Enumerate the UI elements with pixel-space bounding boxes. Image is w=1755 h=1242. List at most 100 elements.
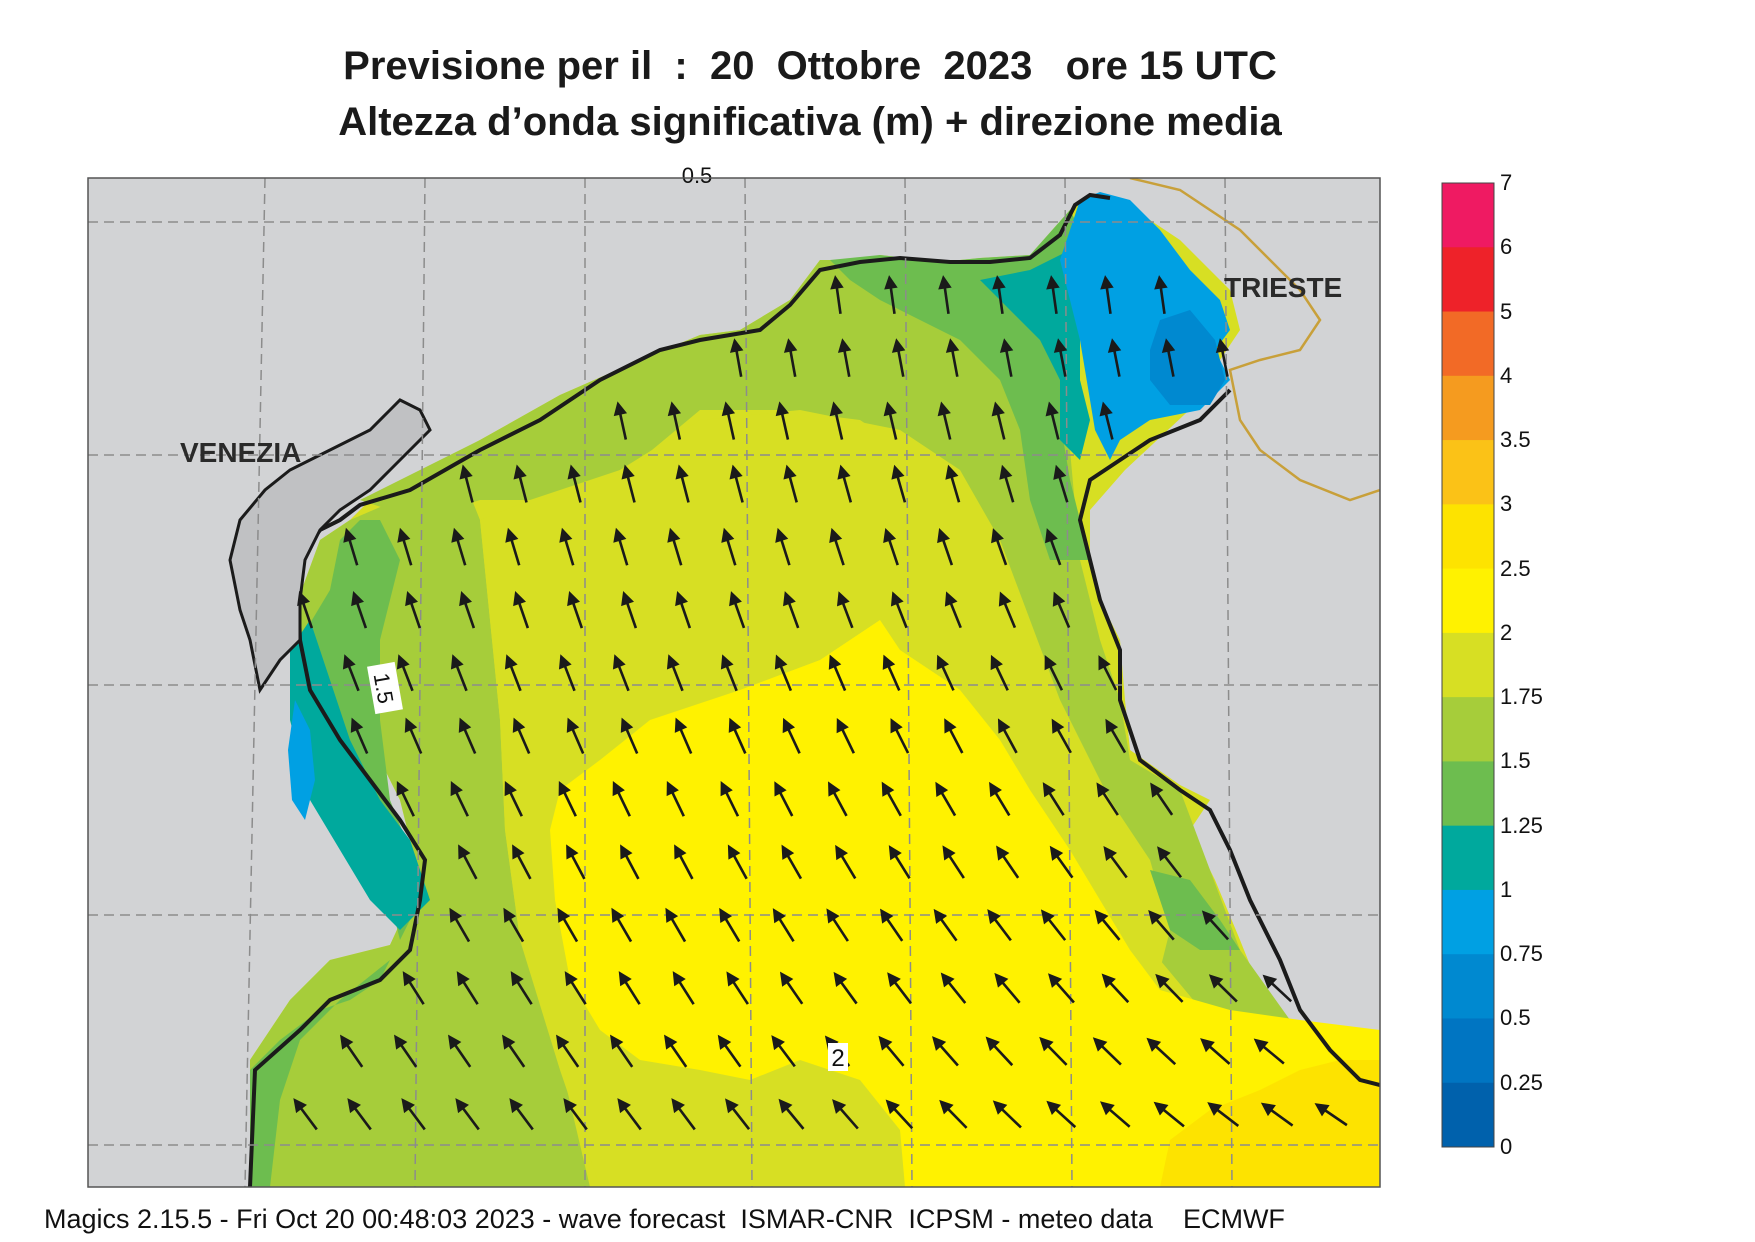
colorbar-swatch	[1442, 183, 1494, 248]
wave-direction-arrow	[612, 654, 630, 692]
coastline	[248, 192, 1111, 1187]
wave-direction-arrow	[935, 781, 957, 817]
wave-direction-arrow	[451, 527, 467, 566]
wave-direction-arrow	[340, 1034, 364, 1068]
wave-direction-arrow	[1052, 591, 1071, 629]
title-line-2: Altezza d’onda significativa (m) + direz…	[338, 100, 1282, 144]
wave-direction-arrow	[621, 464, 636, 503]
wave-direction-arrow	[1148, 910, 1175, 941]
wave-direction-arrow	[1215, 338, 1230, 377]
wave-direction-arrow	[1146, 1037, 1177, 1066]
wave-direction-arrow	[675, 591, 692, 629]
colorbar-tick-label: 2	[1500, 619, 1513, 645]
wave-direction-arrow	[455, 1098, 480, 1131]
wave-direction-arrow	[989, 781, 1011, 817]
sea-band-1-north	[980, 250, 1090, 460]
wave-direction-arrow	[617, 1098, 642, 1131]
wave-direction-arrow	[996, 845, 1020, 879]
wave-direction-arrow	[671, 1098, 696, 1131]
wave-direction-arrow	[613, 527, 629, 566]
wave-direction-arrow	[836, 717, 855, 754]
sea-band-0-5	[1150, 310, 1225, 405]
wave-direction-arrow	[729, 464, 744, 503]
wave-direction-arrow	[618, 971, 641, 1005]
sea-band-1-25-east	[1150, 870, 1240, 950]
wave-direction-arrow	[887, 972, 912, 1005]
wave-direction-arrow	[1045, 528, 1062, 566]
colorbar-tick-label: 1.75	[1500, 684, 1543, 710]
wave-direction-arrow	[1101, 973, 1130, 1004]
wave-direction-arrow	[936, 654, 955, 691]
city-label-venezia: VENEZIA	[180, 437, 302, 468]
wave-direction-arrow	[1096, 782, 1119, 816]
wave-direction-arrow	[450, 780, 469, 817]
wave-direction-arrow	[933, 908, 958, 942]
map-area: 1.5 2	[88, 178, 1380, 1187]
colorbar-swatch	[1442, 697, 1494, 762]
wave-direction-arrow	[997, 718, 1018, 754]
colorbar-tick-label: 0.5	[1500, 1005, 1531, 1031]
colorbar-swatch	[1442, 247, 1494, 313]
wave-direction-arrow	[1053, 338, 1068, 377]
wave-direction-arrow	[397, 527, 413, 566]
wave-direction-arrow	[563, 1098, 588, 1131]
wave-direction-arrow	[1260, 1102, 1294, 1127]
wave-direction-arrow	[559, 527, 575, 566]
wave-direction-arrow	[990, 654, 1009, 691]
wave-direction-arrow	[775, 527, 791, 566]
wave-direction-arrow	[512, 844, 532, 880]
wave-direction-arrow	[1045, 401, 1060, 440]
wave-direction-arrow	[620, 717, 639, 755]
wave-direction-arrow	[1099, 401, 1114, 440]
wave-direction-arrow	[945, 338, 960, 377]
wave-direction-arrow	[667, 401, 682, 440]
wave-direction-arrow	[459, 591, 476, 629]
wave-direction-arrow	[1253, 1038, 1285, 1065]
wave-direction-arrow	[351, 591, 368, 629]
wave-direction-arrow	[775, 401, 790, 440]
wave-direction-arrow	[456, 971, 479, 1005]
wave-direction-arrow	[405, 591, 422, 629]
wave-direction-arrow	[937, 528, 954, 566]
wave-direction-arrow	[725, 1098, 751, 1131]
wave-direction-arrow	[459, 464, 474, 503]
wave-direction-arrow	[1262, 974, 1293, 1003]
wave-direction-arrow	[829, 401, 844, 440]
wave-direction-arrow	[1150, 782, 1174, 816]
wave-direction-arrow	[885, 1099, 914, 1130]
colorbar-tick-label: 5	[1500, 298, 1513, 324]
wave-direction-arrow	[558, 780, 577, 817]
wave-direction-arrow	[666, 780, 685, 817]
wave-direction-arrow	[772, 908, 795, 942]
wave-direction-arrow	[448, 1034, 472, 1068]
wave-direction-arrow	[503, 907, 525, 943]
wave-direction-arrow	[888, 845, 911, 879]
wave-direction-arrow	[987, 909, 1012, 942]
wave-direction-arrow	[999, 338, 1014, 377]
wave-direction-arrow	[1046, 1100, 1077, 1129]
wave-direction-arrow	[449, 907, 471, 943]
wave-direction-arrow	[721, 401, 736, 440]
wave-direction-arrow	[396, 654, 414, 692]
wave-direction-arrow	[672, 971, 695, 1005]
wave-direction-arrow	[505, 527, 521, 566]
wave-direction-arrow	[836, 591, 854, 629]
wave-direction-arrow	[664, 1034, 688, 1068]
graticule	[88, 178, 1380, 1187]
wave-direction-arrow	[611, 907, 633, 943]
wave-direction-arrow	[937, 401, 952, 440]
wave-direction-arrow	[558, 654, 576, 692]
wave-direction-arrow	[347, 1098, 372, 1131]
wave-direction-arrow	[566, 717, 585, 755]
wave-direction-arrow	[729, 338, 744, 377]
wave-direction-arrow	[1107, 338, 1122, 377]
wave-direction-arrow	[945, 464, 961, 503]
wave-direction-arrow	[890, 591, 908, 629]
wave-direction-arrow	[882, 654, 901, 691]
wave-direction-arrow	[985, 1036, 1014, 1067]
wave-direction-arrow	[1047, 973, 1075, 1004]
wave-direction-arrow	[729, 591, 746, 629]
wave-direction-arrow	[1051, 718, 1072, 754]
wave-direction-arrow	[884, 275, 898, 315]
wave-direction-arrow	[674, 717, 693, 755]
